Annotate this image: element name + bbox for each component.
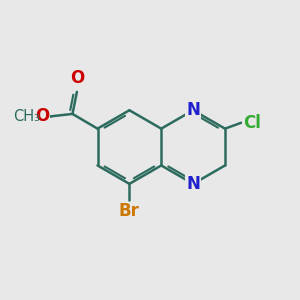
Text: Br: Br bbox=[119, 202, 140, 220]
Text: O: O bbox=[70, 69, 84, 87]
Text: N: N bbox=[186, 101, 200, 119]
Text: N: N bbox=[186, 175, 200, 193]
Text: O: O bbox=[35, 107, 49, 125]
Text: CH₃: CH₃ bbox=[13, 109, 40, 124]
Text: Cl: Cl bbox=[243, 114, 261, 132]
